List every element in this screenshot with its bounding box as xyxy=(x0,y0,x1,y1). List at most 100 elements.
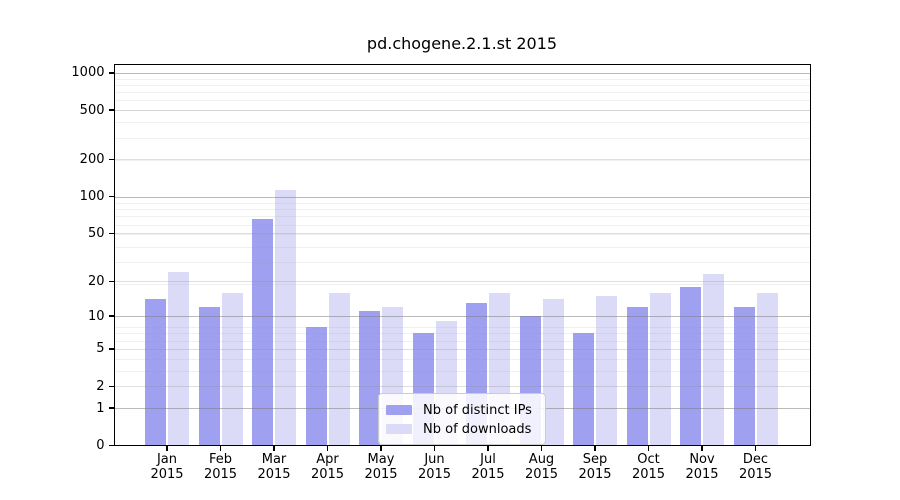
x-tick-year: 2015 xyxy=(364,466,398,482)
gridline-minor xyxy=(113,84,811,86)
gridline-minor xyxy=(113,246,811,248)
bar-nb-of-downloads-apr xyxy=(328,292,350,446)
gridline-100 xyxy=(113,196,811,198)
bar-nb-of-distinct-ips-dec xyxy=(733,307,755,446)
chart-title: pd.chogene.2.1.st 2015 xyxy=(366,34,558,53)
x-tick-year: 2015 xyxy=(417,466,452,482)
y-tick-label: 500 xyxy=(79,102,105,118)
bar-nb-of-distinct-ips-oct xyxy=(626,307,648,446)
bar-nb-of-downloads-dec xyxy=(756,292,778,446)
x-tick-label-mar: Mar 2015 xyxy=(244,452,304,482)
x-tick-year: 2015 xyxy=(685,466,719,482)
x-tick-label-apr: Apr 2015 xyxy=(298,452,358,482)
x-tick-label-dec: Dec 2015 xyxy=(726,452,786,482)
x-tick-mark xyxy=(647,445,650,451)
x-tick-mark xyxy=(380,445,382,451)
x-tick-month: Feb xyxy=(208,451,233,467)
x-tick-year: 2015 xyxy=(150,466,184,482)
y-tick-label: 10 xyxy=(87,308,105,324)
x-tick-label-jul: Jul 2015 xyxy=(458,452,518,482)
x-tick-year: 2015 xyxy=(631,466,666,482)
gridline-minor xyxy=(113,234,811,236)
y-tick-label: 0 xyxy=(96,438,105,453)
x-tick-label-jan: Jan 2015 xyxy=(137,452,197,482)
x-tick-year: 2015 xyxy=(524,466,559,482)
y-tick-label: 5 xyxy=(96,341,105,357)
x-tick-label-oct: Oct 2015 xyxy=(619,452,679,482)
legend-row-nb-of-distinct-ips: Nb of distinct IPs xyxy=(386,401,535,420)
x-tick-mark xyxy=(487,445,489,451)
y-tick-label: 20 xyxy=(87,273,105,289)
x-tick-label-sep: Sep 2015 xyxy=(565,452,625,482)
bar-nb-of-distinct-ips-mar xyxy=(252,218,273,446)
bar-nb-of-distinct-ips-nov xyxy=(680,286,701,446)
x-tick-mark xyxy=(754,445,757,451)
bar-nb-of-downloads-jan xyxy=(168,271,189,446)
y-tick-label: 1 xyxy=(96,400,105,416)
y-tick-label: 100 xyxy=(79,189,105,205)
bar-nb-of-downloads-sep xyxy=(596,295,617,446)
bar-nb-of-distinct-ips-apr xyxy=(305,326,327,446)
gridline-50 xyxy=(113,233,811,235)
gridline-minor xyxy=(113,100,811,102)
gridline-minor xyxy=(113,110,811,112)
x-tick-year: 2015 xyxy=(471,466,505,482)
x-tick-label-feb: Feb 2015 xyxy=(191,452,251,482)
x-tick-month: Jun xyxy=(424,451,445,467)
x-tick-month: Sep xyxy=(582,451,608,467)
x-tick-label-may: May 2015 xyxy=(351,452,411,482)
y-tick-mark xyxy=(108,280,114,282)
gridline-minor xyxy=(113,92,811,94)
gridline-minor xyxy=(113,224,811,226)
gridline-minor xyxy=(113,202,811,204)
gridline-minor xyxy=(113,122,811,124)
y-tick-mark xyxy=(108,315,114,317)
x-tick-year: 2015 xyxy=(578,466,612,482)
y-tick-label: 2 xyxy=(96,378,105,394)
x-tick-label-aug: Aug 2015 xyxy=(512,452,572,482)
x-tick-mark xyxy=(273,445,275,451)
y-tick-label: 200 xyxy=(79,151,105,167)
x-tick-label-jun: Jun 2015 xyxy=(405,452,465,482)
y-tick-mark xyxy=(108,348,114,350)
x-tick-year: 2015 xyxy=(257,466,291,482)
bar-nb-of-downloads-feb xyxy=(221,292,243,446)
x-tick-year: 2015 xyxy=(203,466,238,482)
gridline-minor xyxy=(113,78,811,80)
y-tick-mark xyxy=(108,385,114,387)
y-tick-mark xyxy=(108,444,114,447)
x-tick-month: Apr xyxy=(316,451,339,467)
x-tick-year: 2015 xyxy=(738,466,773,482)
legend-swatch-nb-of-distinct-ips xyxy=(386,405,412,415)
y-tick-mark xyxy=(108,195,114,198)
legend: Nb of distinct IPs Nb of downloads xyxy=(378,392,546,445)
y-tick-label: 1000 xyxy=(71,65,105,81)
bar-nb-of-distinct-ips-jan xyxy=(145,299,166,446)
x-tick-month: Oct xyxy=(637,451,660,467)
x-tick-year: 2015 xyxy=(310,466,345,482)
x-tick-month: Nov xyxy=(689,451,715,467)
gridline-minor xyxy=(113,209,811,211)
gridline-200 xyxy=(113,159,811,161)
gridline-minor xyxy=(113,262,811,264)
x-tick-month: Jan xyxy=(156,451,178,467)
x-tick-month: Mar xyxy=(261,451,287,467)
x-tick-mark xyxy=(326,445,329,451)
y-tick-mark xyxy=(108,232,114,235)
x-tick-mark xyxy=(594,445,596,451)
bar-nb-of-downloads-oct xyxy=(649,292,671,446)
legend-row-nb-of-downloads: Nb of downloads xyxy=(386,420,535,439)
bar-nb-of-downloads-mar xyxy=(275,190,296,446)
gridline-1000 xyxy=(113,72,811,74)
x-tick-mark xyxy=(219,445,222,451)
bar-nb-of-distinct-ips-may xyxy=(359,311,380,446)
x-tick-month: Jul xyxy=(480,451,496,467)
bar-nb-of-downloads-nov xyxy=(703,274,724,446)
x-tick-mark xyxy=(166,445,168,451)
y-tick-mark xyxy=(108,72,114,74)
y-tick-label: 50 xyxy=(87,225,105,241)
x-tick-label-nov: Nov 2015 xyxy=(672,452,732,482)
x-tick-month: May xyxy=(367,451,395,467)
legend-swatch-nb-of-downloads xyxy=(386,424,412,434)
legend-label-nb-of-downloads: Nb of downloads xyxy=(423,421,532,437)
